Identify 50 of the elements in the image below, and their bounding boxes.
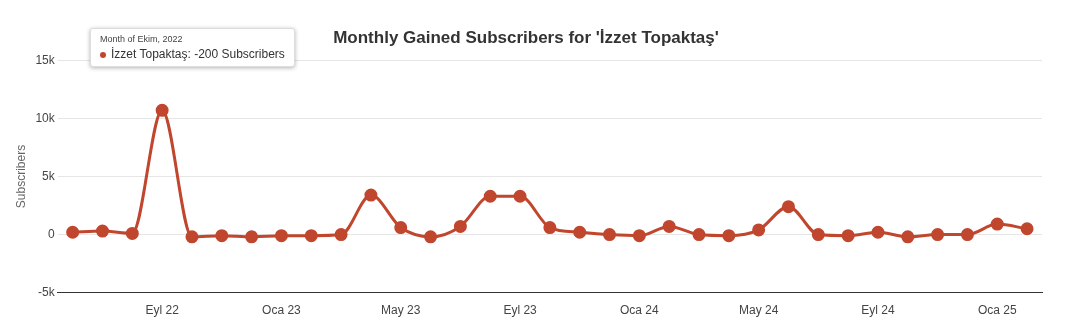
point — [662, 219, 676, 233]
point — [781, 200, 795, 214]
x-tick-label: Eyl 24 — [861, 303, 895, 318]
x-tick-label: Eyl 22 — [145, 303, 180, 318]
point — [871, 225, 885, 239]
point — [632, 229, 646, 243]
point — [215, 229, 229, 243]
x-tick-label: Oca 24 — [620, 303, 660, 318]
point — [334, 228, 348, 242]
x-tick-label: May 24 — [738, 303, 779, 318]
point — [811, 228, 825, 242]
point — [394, 221, 408, 235]
x-tick-label: Eyl 23 — [503, 303, 538, 318]
point — [722, 229, 736, 243]
point — [692, 228, 706, 242]
point — [603, 228, 617, 242]
y-axis-title: Subscribers — [13, 144, 28, 209]
point — [752, 223, 766, 237]
point — [901, 230, 915, 244]
point — [304, 229, 318, 243]
y-tick-label: 10k — [35, 110, 56, 125]
point — [453, 219, 467, 233]
point — [185, 230, 199, 244]
x-tick-label: May 23 — [381, 303, 421, 318]
point — [513, 189, 527, 203]
text: Month of Ekim, 2022 — [100, 34, 184, 44]
x-tick-label: Oca 23 — [262, 303, 302, 318]
point — [245, 230, 259, 244]
point — [274, 229, 288, 243]
point — [990, 217, 1004, 231]
point — [95, 224, 109, 238]
y-tick-label: 15k — [35, 52, 56, 67]
point — [364, 188, 378, 202]
point — [931, 228, 945, 242]
point — [155, 103, 169, 117]
point — [483, 189, 497, 203]
point — [424, 230, 438, 244]
x-tick-label: Oca 25 — [977, 303, 1017, 318]
point — [543, 221, 557, 235]
point — [125, 226, 139, 240]
chart-title: Monthly Gained Subscribers for 'İzzet Topaktaş' — [333, 27, 719, 47]
annotation: İzzet Topaktaş: -200 Subscribers — [111, 47, 285, 61]
y-tick-label: -5k — [38, 284, 56, 299]
point — [1020, 222, 1034, 236]
point — [573, 225, 587, 239]
y-tick-label: 5k — [42, 168, 56, 183]
y-tick-label: 0 — [48, 226, 56, 241]
point — [841, 229, 855, 243]
point — [66, 225, 80, 239]
point — [960, 228, 974, 242]
